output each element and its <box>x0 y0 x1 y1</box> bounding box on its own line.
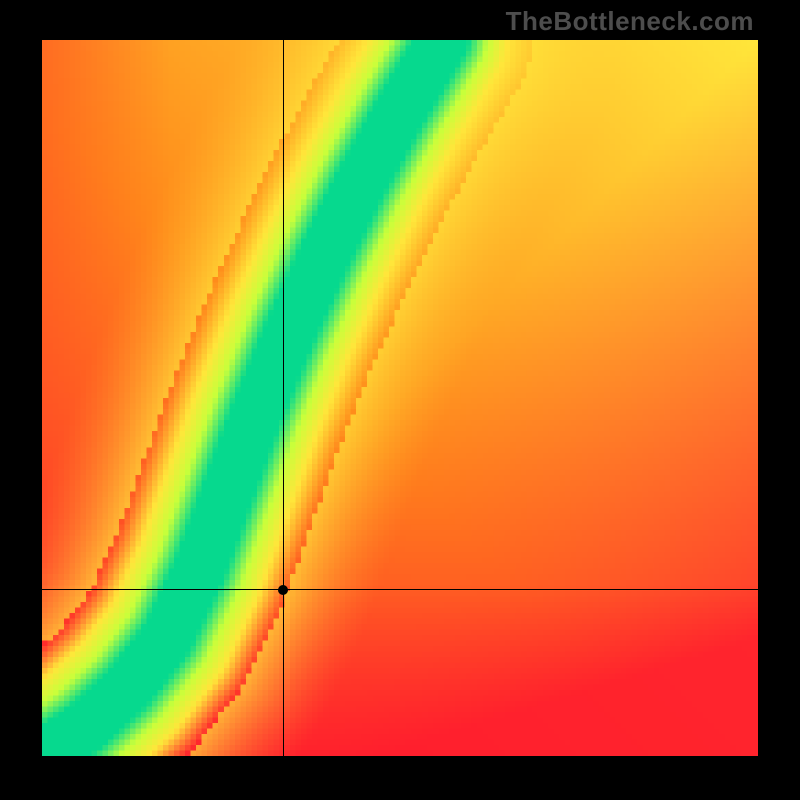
crosshair-horizontal <box>42 589 758 590</box>
crosshair-vertical <box>283 40 284 756</box>
watermark-text: TheBottleneck.com <box>506 6 754 37</box>
bottleneck-heatmap <box>42 40 758 756</box>
border-right <box>758 0 800 800</box>
border-left <box>0 0 42 800</box>
border-bottom <box>0 756 800 800</box>
